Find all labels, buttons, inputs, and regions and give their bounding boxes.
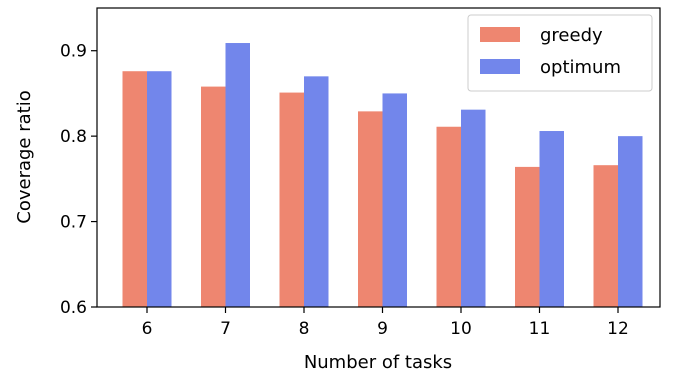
x-tick-label: 10	[450, 319, 472, 339]
y-axis-label: Coverage ratio	[14, 90, 35, 223]
bar-greedy-10	[436, 126, 461, 307]
legend-swatch-optimum	[480, 59, 520, 74]
plot-frame	[96, 7, 661, 308]
legend-label-greedy: greedy	[540, 25, 603, 46]
bar-optimum-9	[382, 93, 407, 307]
bar-greedy-6	[122, 71, 147, 308]
bars-layer	[122, 43, 643, 308]
x-tick-label: 6	[142, 319, 153, 339]
x-tick-label: 9	[377, 319, 388, 339]
x-axis: 6 7 8 9 10 11 12	[142, 307, 629, 339]
bar-optimum-8	[304, 76, 329, 307]
x-tick-label: 7	[220, 319, 231, 339]
bar-optimum-6	[147, 71, 172, 308]
y-tick-label: 0.6	[60, 298, 87, 318]
x-tick-label: 8	[299, 319, 310, 339]
y-tick-label: 0.8	[60, 127, 87, 147]
y-tick-label: 0.7	[60, 213, 87, 233]
bar-greedy-7	[201, 86, 226, 307]
y-tick-label: 0.9	[60, 42, 87, 62]
x-tick-label: 12	[607, 319, 629, 339]
legend-label-optimum: optimum	[540, 57, 621, 78]
bar-optimum-12	[618, 136, 643, 307]
x-axis-label: Number of tasks	[304, 352, 452, 373]
bar-greedy-12	[593, 165, 618, 307]
legend: greedy optimum	[467, 14, 653, 92]
bar-optimum-7	[225, 43, 250, 307]
y-axis: 0.6 0.7 0.8 0.9	[60, 42, 97, 318]
bar-greedy-11	[515, 166, 540, 307]
bar-optimum-10	[461, 109, 486, 307]
legend-swatch-greedy	[480, 27, 520, 42]
bar-greedy-9	[358, 111, 383, 308]
bar-greedy-8	[279, 92, 304, 308]
x-tick-label: 11	[529, 319, 551, 339]
bar-optimum-11	[539, 131, 564, 307]
